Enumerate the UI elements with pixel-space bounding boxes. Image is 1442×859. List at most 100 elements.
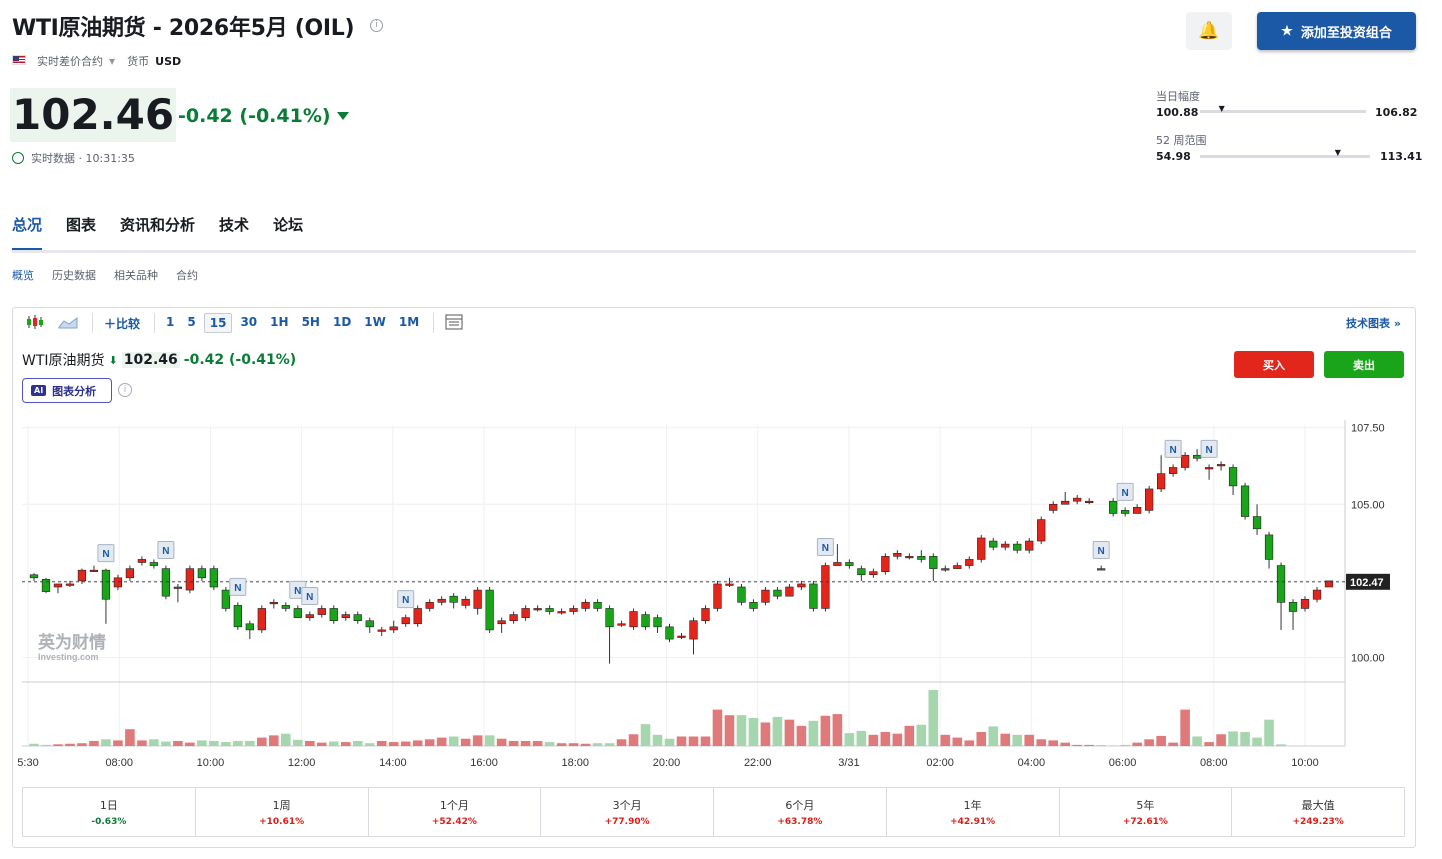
compare-button[interactable]: ＋比较 xyxy=(99,313,145,334)
candle-body[interactable] xyxy=(581,602,590,609)
candle-body[interactable] xyxy=(293,608,302,618)
news-marker[interactable] xyxy=(157,541,175,560)
candle-body[interactable] xyxy=(629,611,638,628)
performance-cell[interactable]: 6个月 +63.78% xyxy=(714,788,887,836)
candle-body[interactable] xyxy=(1216,464,1226,467)
candle-body[interactable] xyxy=(977,537,986,560)
technical-chart-link[interactable]: 技术图表 » xyxy=(1346,317,1401,330)
interval-1d[interactable]: 1D xyxy=(332,315,352,329)
candle-body[interactable] xyxy=(1324,580,1334,588)
subtab-related[interactable]: 相关品种 xyxy=(114,269,158,282)
candle-body[interactable] xyxy=(269,602,278,605)
candle-body[interactable] xyxy=(1133,507,1142,514)
interval-5h[interactable]: 5H xyxy=(301,315,320,329)
candle-body[interactable] xyxy=(1264,534,1274,560)
candle-body[interactable] xyxy=(1276,565,1286,603)
sell-button[interactable]: 卖出 xyxy=(1324,351,1404,378)
candle-body[interactable] xyxy=(461,598,470,606)
candle-body[interactable] xyxy=(713,583,722,609)
candle-body[interactable] xyxy=(1049,503,1058,511)
candle-body[interactable] xyxy=(185,568,195,591)
candle-body[interactable] xyxy=(29,574,39,579)
candle-body[interactable] xyxy=(929,556,938,569)
candle-body[interactable] xyxy=(365,620,374,628)
candle-body[interactable] xyxy=(557,611,566,614)
candle-body[interactable] xyxy=(1073,497,1082,502)
news-marker[interactable] xyxy=(97,544,115,563)
performance-cell[interactable]: 1个月 +52.42% xyxy=(369,788,542,836)
candle-body[interactable] xyxy=(1061,500,1070,505)
candle-body[interactable] xyxy=(833,562,842,566)
candle-body[interactable] xyxy=(1300,598,1310,609)
interval-30[interactable]: 30 xyxy=(240,315,258,329)
candle-body[interactable] xyxy=(545,608,554,612)
candle-body[interactable] xyxy=(101,569,111,600)
buy-button[interactable]: 买入 xyxy=(1234,351,1314,378)
candle-body[interactable] xyxy=(353,614,362,622)
candle-body[interactable] xyxy=(389,626,398,631)
candle-body[interactable] xyxy=(1192,454,1202,459)
candle-body[interactable] xyxy=(725,583,734,586)
candle-body[interactable] xyxy=(53,583,63,588)
candle-body[interactable] xyxy=(221,589,230,609)
candle-body[interactable] xyxy=(485,589,494,631)
candle-body[interactable] xyxy=(173,586,183,589)
candle-body[interactable] xyxy=(497,620,506,625)
candle-body[interactable] xyxy=(401,617,410,625)
candle-body[interactable] xyxy=(413,608,422,625)
tab-chart[interactable]: 图表 xyxy=(66,216,97,234)
candle-body[interactable] xyxy=(305,614,314,618)
candle-body[interactable] xyxy=(125,568,135,579)
interval-15[interactable]: 15 xyxy=(203,313,233,333)
candle-body[interactable] xyxy=(281,605,290,609)
performance-cell[interactable]: 1日 -0.63% xyxy=(23,788,196,836)
candle-body[interactable] xyxy=(1097,568,1106,571)
candle-body[interactable] xyxy=(1228,467,1238,487)
candle-body[interactable] xyxy=(797,583,806,588)
candle-body[interactable] xyxy=(329,608,338,622)
candle-body[interactable] xyxy=(197,568,207,579)
news-marker[interactable] xyxy=(1092,541,1110,560)
contract-type[interactable]: 实时差价合约 xyxy=(37,55,103,68)
candle-body[interactable] xyxy=(1168,467,1178,474)
performance-cell[interactable]: 3个月 +77.90% xyxy=(541,788,714,836)
performance-cell[interactable]: 1年 +42.91% xyxy=(887,788,1060,836)
performance-cell[interactable]: 最大值 +249.23% xyxy=(1232,788,1404,836)
area-chart-icon[interactable] xyxy=(53,313,83,334)
tab-technical[interactable]: 技术 xyxy=(219,216,250,234)
candle-body[interactable] xyxy=(521,608,530,618)
candle-body[interactable] xyxy=(1121,510,1130,514)
interval-1[interactable]: 1 xyxy=(166,315,175,329)
candle-body[interactable] xyxy=(437,598,446,603)
candle-body[interactable] xyxy=(845,562,854,566)
news-marker[interactable] xyxy=(397,590,415,609)
tab-forum[interactable]: 论坛 xyxy=(273,216,304,234)
candle-body[interactable] xyxy=(917,556,926,560)
candle-body[interactable] xyxy=(1180,454,1190,468)
candle-body[interactable] xyxy=(1037,519,1046,542)
alert-button[interactable]: 🔔 xyxy=(1186,12,1232,50)
candle-body[interactable] xyxy=(761,589,770,603)
candle-body[interactable] xyxy=(533,608,542,611)
candle-body[interactable] xyxy=(65,583,75,586)
candle-body[interactable] xyxy=(1085,500,1094,504)
ai-analysis-button[interactable]: AI 图表分析 xyxy=(22,378,112,403)
candle-body[interactable] xyxy=(41,579,51,592)
candle-body[interactable] xyxy=(1252,516,1262,530)
candle-body[interactable] xyxy=(905,556,914,559)
candle-body[interactable] xyxy=(137,559,147,563)
candle-body[interactable] xyxy=(665,626,674,640)
candle-body[interactable] xyxy=(989,540,998,548)
chevron-down-icon[interactable]: ▼ xyxy=(109,56,116,66)
candle-body[interactable] xyxy=(821,565,830,609)
candle-body[interactable] xyxy=(653,617,662,628)
candle-body[interactable] xyxy=(473,589,482,609)
candle-body[interactable] xyxy=(605,608,614,628)
candle-body[interactable] xyxy=(1240,485,1250,517)
candle-body[interactable] xyxy=(1025,540,1034,551)
candle-body[interactable] xyxy=(449,595,458,603)
candle-body[interactable] xyxy=(1156,473,1166,490)
performance-cell[interactable]: 1周 +10.61% xyxy=(196,788,369,836)
candle-body[interactable] xyxy=(209,568,218,588)
subtab-contracts[interactable]: 合约 xyxy=(176,269,198,282)
